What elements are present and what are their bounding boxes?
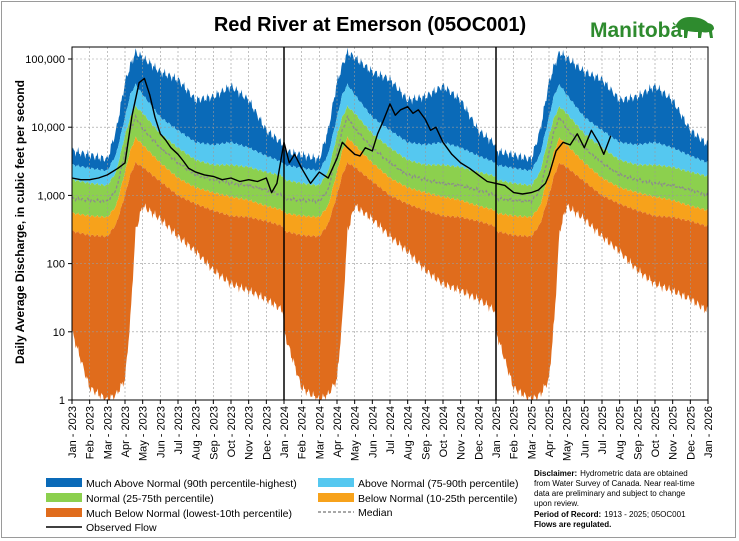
x-tick-label: Dec - 2025 — [685, 406, 697, 460]
x-tick-label: Aug - 2023 — [191, 406, 203, 460]
x-tick-label: Apr - 2025 — [544, 406, 556, 457]
x-tick-label: May - 2023 — [138, 406, 150, 461]
observed-flow-series — [71, 77, 612, 195]
y-axis-ticks: 1 10 100 1,000 10,000 100,000 — [25, 54, 72, 407]
x-tick-label: Jul - 2025 — [597, 406, 609, 454]
x-axis-ticks: Jan - 2023 Feb - 2023 Mar - 2023 Apr - 2023… — [67, 400, 715, 461]
x-tick-label: Jun - 2025 — [579, 406, 591, 458]
x-tick-label: Jan - 2023 — [67, 406, 79, 458]
y-tick-label: 100,000 — [25, 54, 65, 66]
x-tick-label: Mar - 2024 — [314, 406, 326, 459]
legend-swatch-much-above — [46, 478, 82, 487]
regulated-note: Flows are regulated. — [534, 520, 611, 529]
y-axis-label: Daily Average Discharge, in cubic feet p… — [13, 80, 27, 364]
logo-text: Manitoba — [590, 19, 682, 42]
x-tick-label: Sep - 2023 — [208, 406, 220, 460]
x-tick-label: Feb - 2025 — [509, 406, 521, 459]
y-tick-label: 1,000 — [37, 190, 65, 202]
x-tick-label: Dec - 2024 — [473, 406, 485, 460]
x-tick-label: May - 2025 — [562, 406, 574, 461]
x-tick-label: Jun - 2023 — [155, 406, 167, 458]
x-tick-label: Mar - 2025 — [526, 406, 538, 459]
period-label: Period of Record: — [534, 510, 601, 519]
bison-icon — [672, 17, 714, 38]
disclaimer-first-line: Disclaimer: Hydrometric data are obtained — [534, 469, 688, 478]
year-dividers — [283, 47, 497, 400]
x-tick-label: Oct - 2024 — [438, 406, 450, 457]
plot-area: 1 10 100 1,000 10,000 100,000 Jan - 2023 Feb -… — [25, 46, 715, 461]
y-tick-label: 10,000 — [31, 122, 65, 134]
legend-swatch-above — [318, 478, 354, 487]
x-tick-label: Nov - 2023 — [244, 406, 256, 460]
legend-label-much-above: Much Above Normal (90th percentile-highe… — [86, 478, 297, 490]
period-of-record: Period of Record: 1913 - 2025; 05OC001 — [534, 510, 686, 519]
x-tick-label: Sep - 2025 — [632, 406, 644, 460]
x-tick-label: Apr - 2023 — [120, 406, 132, 457]
legend-swatch-below — [318, 493, 354, 502]
x-tick-label: Oct - 2023 — [226, 406, 238, 457]
x-tick-label: Mar - 2023 — [102, 406, 114, 459]
observed-flow-line — [71, 77, 612, 195]
disclaimer-line2: from Water Survey of Canada. Near real-t… — [534, 479, 695, 488]
manitoba-logo: Manitoba — [590, 17, 714, 42]
x-tick-label: Jan - 2024 — [279, 406, 291, 458]
x-tick-label: Aug - 2024 — [403, 406, 415, 460]
legend-label-below: Below Normal (10-25th percentile) — [358, 493, 517, 505]
x-tick-label: Jul - 2023 — [173, 406, 185, 454]
x-tick-label: Jan - 2025 — [491, 406, 503, 458]
legend-swatch-much-below — [46, 508, 82, 517]
y-tick-label: 100 — [47, 259, 65, 271]
x-tick-label: Nov - 2025 — [668, 406, 680, 460]
x-tick-label: Aug - 2025 — [615, 406, 627, 460]
legend: Much Above Normal (90th percentile-highe… — [46, 478, 519, 534]
disclaimer-label: Disclaimer: — [534, 469, 577, 478]
y-tick-label: 10 — [53, 327, 65, 339]
disclaimer: Disclaimer: Hydrometric data are obtained… — [534, 469, 695, 529]
legend-label-above: Above Normal (75-90th percentile) — [358, 478, 519, 490]
x-tick-label: Feb - 2024 — [297, 406, 309, 459]
legend-label-median: Median — [358, 507, 393, 519]
x-tick-label: Apr - 2024 — [332, 406, 344, 457]
period-value: 1913 - 2025; 05OC001 — [604, 510, 686, 519]
x-tick-label: Feb - 2023 — [85, 406, 97, 459]
x-tick-label: Dec - 2023 — [261, 406, 273, 460]
disclaimer-line3: data are preliminary and subject to chan… — [534, 489, 686, 498]
x-tick-label: Oct - 2025 — [650, 406, 662, 457]
x-tick-label: May - 2024 — [350, 406, 362, 461]
median-line — [71, 113, 709, 205]
x-tick-label: Jun - 2024 — [367, 406, 379, 458]
x-tick-label: Jan - 2026 — [703, 406, 715, 458]
disclaimer-line1: Hydrometric data are obtained — [580, 469, 688, 478]
legend-label-observed: Observed Flow — [86, 522, 157, 534]
y-tick-label: 1 — [59, 395, 65, 407]
median-series — [71, 113, 709, 205]
legend-label-much-below: Much Below Normal (lowest-10th percentil… — [86, 508, 292, 520]
x-tick-label: Jul - 2024 — [385, 406, 397, 454]
x-tick-label: Sep - 2024 — [420, 406, 432, 460]
legend-label-normal: Normal (25-75th percentile) — [86, 493, 214, 505]
chart-title: Red River at Emerson (05OC001) — [214, 14, 526, 36]
x-tick-label: Nov - 2024 — [456, 406, 468, 460]
disclaimer-line4: upon review. — [534, 499, 579, 508]
legend-swatch-normal — [46, 493, 82, 502]
